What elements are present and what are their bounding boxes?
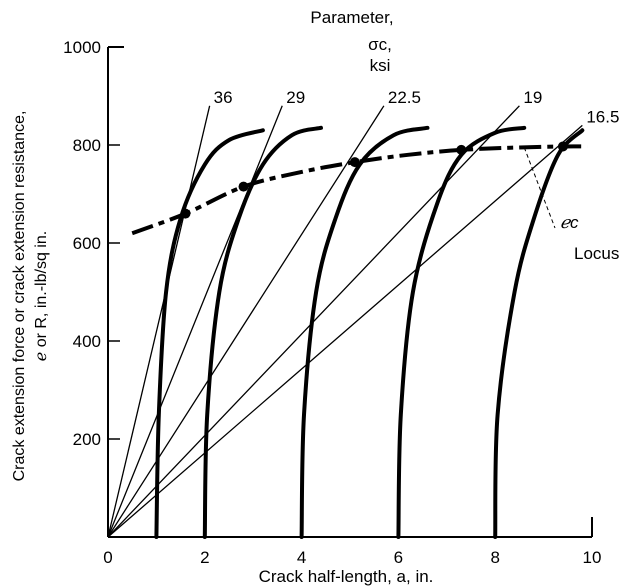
locus-symbol: ℯc (560, 213, 579, 232)
gc-locus-line (131, 144, 588, 236)
x-tick-label: 4 (297, 548, 306, 567)
g-line-22.5 (107, 105, 385, 538)
critical-point (180, 208, 191, 219)
parameter-sigma: σc, (368, 35, 392, 54)
y-axis-label-line1: Crack extension force or crack extension… (11, 111, 28, 482)
r-curve-4 (396, 125, 527, 539)
g-line-label: 19 (523, 88, 542, 107)
critical-point (557, 141, 568, 152)
r-curve-2 (202, 125, 323, 539)
r-curve-1 (154, 128, 265, 539)
x-tick-label: 2 (200, 548, 209, 567)
x-tick-label: 0 (103, 548, 112, 567)
g-line-29 (107, 105, 283, 538)
line-labels: 36 29 22.5 19 16.5 (214, 88, 620, 127)
parameter-unit: ksi (370, 56, 391, 75)
ticks: 0 2 4 6 8 10 200 400 600 800 1000 (63, 38, 601, 567)
y-axis-label-line2: ℯ or R, in.-lb/sq in. (33, 231, 50, 361)
parameter-title: Parameter, (310, 8, 393, 27)
locus-text: Locus (574, 244, 619, 263)
critical-point (456, 144, 467, 155)
r-curve-5 (493, 128, 585, 539)
y-tick-label: 600 (73, 234, 101, 253)
g-line-label: 36 (214, 88, 233, 107)
gc-locus (131, 141, 588, 236)
y-tick-label: 200 (73, 430, 101, 449)
y-tick-label: 400 (73, 332, 101, 351)
r-curves (154, 125, 585, 539)
critical-point (238, 181, 249, 192)
x-tick-label: 8 (490, 548, 499, 567)
g-line-16.5 (107, 124, 583, 538)
g-line-label: 22.5 (388, 88, 421, 107)
x-tick-label: 10 (583, 548, 602, 567)
x-tick-label: 6 (394, 548, 403, 567)
g-line-label: 29 (286, 88, 305, 107)
g-line-label: 16.5 (586, 107, 619, 126)
r-curve-3 (299, 125, 430, 539)
critical-point (349, 157, 360, 168)
y-tick-label: 800 (73, 136, 101, 155)
g-line-36 (107, 105, 211, 538)
locus-leader (523, 147, 556, 229)
x-axis-label: Crack half-length, a, in. (259, 567, 434, 586)
y-tick-label: 1000 (63, 38, 101, 57)
